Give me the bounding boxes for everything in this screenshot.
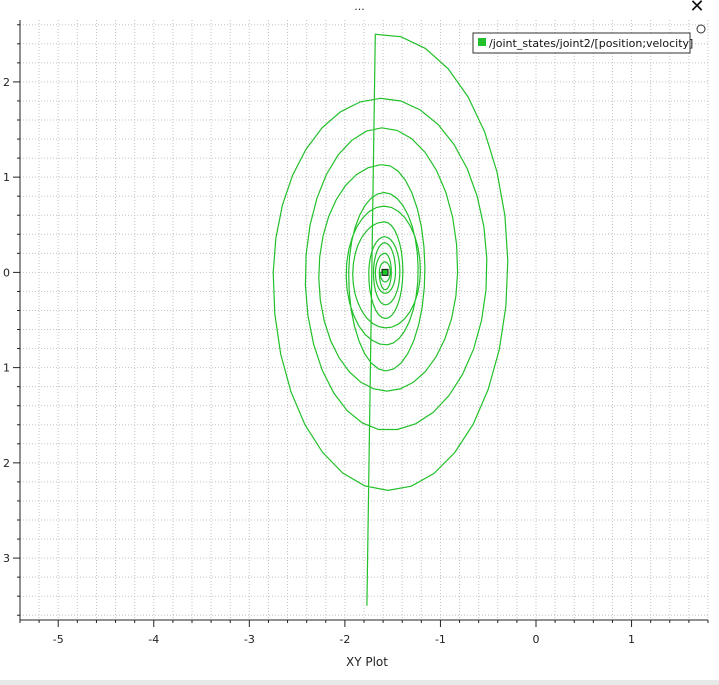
x-tick-label: -1 [435,633,446,646]
legend[interactable]: /joint_states/joint2/[position;velocity] [472,32,693,54]
axes: -5 -4 -3 -2 -1 0 1 2 1 0 1 2 3 [3,20,709,646]
x-tick-label: 0 [533,633,540,646]
series-end-marker [381,268,389,276]
x-tick-label: -2 [339,633,350,646]
y-tick-label: 0 [3,266,10,279]
x-axis-title: XY Plot [346,655,388,669]
series-line-0 [272,33,509,606]
x-tick-label: -3 [244,633,255,646]
legend-swatch [478,38,486,46]
legend-label: /joint_states/joint2/[position;velocity] [489,37,693,50]
x-tick-label: -5 [53,633,64,646]
y-tick-label: 2 [3,457,10,470]
close-icon[interactable]: ✕ [689,0,705,17]
legend-box [472,32,691,54]
series-layer [272,33,509,606]
y-tick-label: 2 [3,76,10,89]
resize-handle[interactable] [696,24,706,34]
status-strip [0,680,719,685]
y-tick-label: 3 [3,552,10,565]
x-tick-label: -4 [148,633,159,646]
x-tick-label: 1 [628,633,635,646]
dock-title: ... [354,0,365,13]
y-tick-label: 1 [3,362,10,375]
y-tick-label: 1 [3,171,10,184]
